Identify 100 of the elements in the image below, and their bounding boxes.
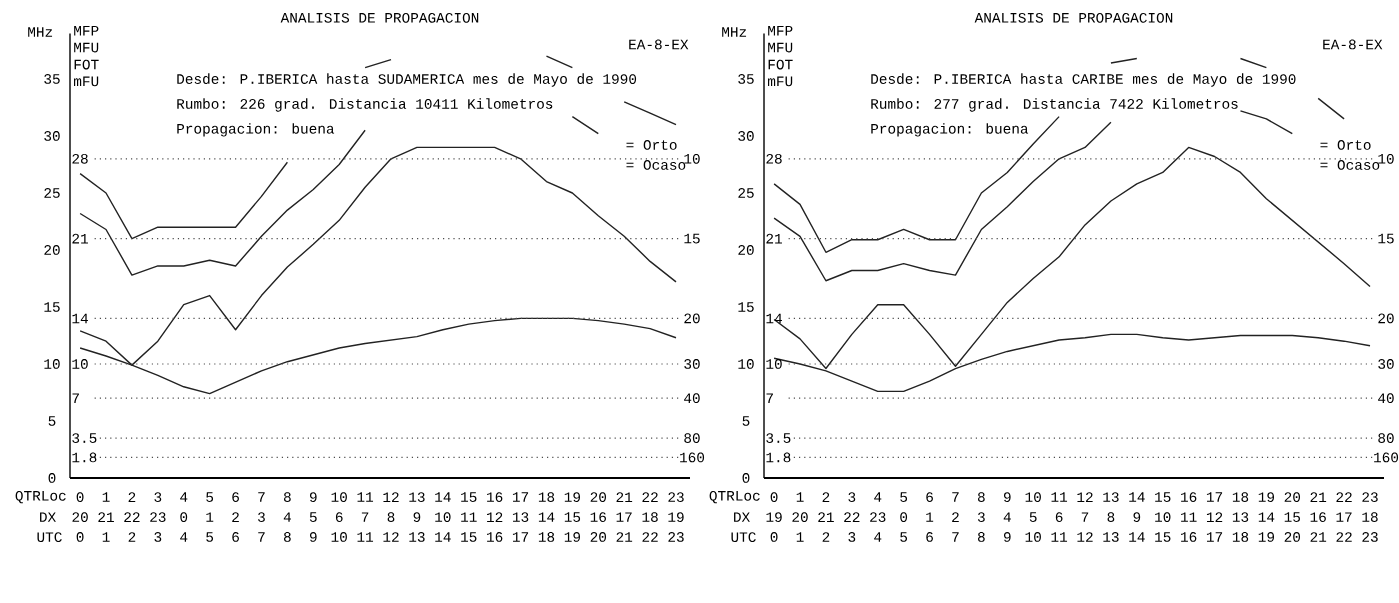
chart-title: ANALISIS DE PROPAGACION <box>280 12 479 23</box>
text: 5 <box>1029 512 1037 522</box>
text: 7 <box>952 532 959 542</box>
text: 10 <box>684 153 700 164</box>
ref-line-label: 14 <box>766 313 782 324</box>
text: 21 <box>818 512 834 522</box>
text: 21 <box>1310 532 1327 542</box>
text: 19 <box>766 512 782 522</box>
x-tick-label: 15 <box>461 492 477 502</box>
text: 1 <box>102 532 110 542</box>
annotation: Propagacion: buena <box>177 123 335 137</box>
x-tick-label: 3 <box>154 492 162 502</box>
y-tick-label: 5 <box>742 416 750 426</box>
text: 16 <box>487 532 503 542</box>
text: 15 <box>1155 532 1171 542</box>
x-tick-label: 10 <box>1025 492 1041 502</box>
annotation: Propagacion: buena <box>871 123 1029 137</box>
text: 20 <box>684 313 700 324</box>
text: 21 <box>98 512 114 522</box>
x-tick-label: 13 <box>1103 492 1119 502</box>
text: 22 <box>1336 532 1352 542</box>
text: 30 <box>1378 359 1394 369</box>
text: 11 <box>461 512 477 522</box>
text: 15 <box>1284 512 1300 522</box>
text: 22 <box>844 512 860 522</box>
text: QTRLoc <box>15 490 66 504</box>
text: 19 <box>668 512 684 522</box>
text: 20 <box>1378 313 1394 324</box>
text: 20 <box>792 512 808 522</box>
text: 23 <box>1362 532 1378 542</box>
ref-line-label: 28 <box>766 153 782 164</box>
text: 0 <box>76 532 84 542</box>
x-tick-label: 20 <box>590 492 607 502</box>
text: 19 <box>564 532 581 542</box>
x-tick-label: 2 <box>822 492 830 502</box>
ref-line-label: 3.5 <box>72 433 97 443</box>
text: 1 <box>206 512 214 522</box>
text: 8 <box>387 512 395 522</box>
x-tick-label: 7 <box>258 492 265 502</box>
text: 20 <box>72 512 88 522</box>
y-tick-label: 0 <box>48 473 56 483</box>
x-tick-label: 23 <box>1362 492 1378 502</box>
x-tick-label: 22 <box>642 492 658 502</box>
annotation: mFU <box>767 76 793 87</box>
text: 3 <box>977 512 985 522</box>
text: 7 <box>1081 512 1089 522</box>
x-tick-label: 1 <box>796 492 804 502</box>
text: 15 <box>1378 233 1394 244</box>
text: 14 <box>435 532 451 542</box>
text: 11 <box>1181 512 1197 522</box>
y-tick-label: 25 <box>738 188 754 198</box>
x-tick-label: 16 <box>1181 492 1197 502</box>
y-tick-label: 15 <box>738 302 754 312</box>
x-axis-title: UTC <box>37 532 62 542</box>
annotation: EA-8-EX <box>629 39 689 50</box>
text: 12 <box>487 512 503 522</box>
y-tick-label: 30 <box>738 131 754 141</box>
text: 8 <box>978 532 985 542</box>
text: 23 <box>668 532 684 542</box>
text: 40 <box>1378 393 1394 404</box>
ref-line-label: 1.8 <box>766 452 791 463</box>
text: 6 <box>1055 512 1063 522</box>
text: 6 <box>335 512 343 522</box>
text: 17 <box>616 512 632 522</box>
text: 8 <box>284 532 291 542</box>
text: 10 <box>1155 512 1171 522</box>
text: 14 <box>1129 532 1145 542</box>
x-tick-label: 16 <box>487 492 503 502</box>
x-tick-label: 21 <box>1310 492 1327 502</box>
annotation: mFU <box>73 76 99 87</box>
y-tick-label: 10 <box>44 359 60 369</box>
text: 18 <box>538 532 555 542</box>
y-tick-label: 20 <box>44 245 60 255</box>
ref-line-label: 21 <box>72 233 88 244</box>
text: 9 <box>1003 532 1011 542</box>
text: 20 <box>1284 532 1301 542</box>
annotation: = Orto <box>1320 140 1371 150</box>
text: 16 <box>1310 512 1326 522</box>
y-tick-label: 20 <box>738 245 754 255</box>
x-tick-label: 12 <box>383 492 399 502</box>
x-tick-label: 4 <box>874 492 882 502</box>
annotation: MFU <box>74 42 99 53</box>
text: 15 <box>684 233 700 244</box>
text: 12 <box>383 532 399 542</box>
y-tick-label: 0 <box>742 473 750 483</box>
text: 12 <box>1206 512 1223 522</box>
text: 13 <box>512 512 529 522</box>
x-tick-label: 5 <box>900 492 908 502</box>
chart-title: ANALISIS DE PROPAGACION <box>974 12 1173 23</box>
text: 18 <box>1362 512 1378 522</box>
ref-line-label: 28 <box>72 153 88 164</box>
text: 15 <box>461 532 477 542</box>
text: 40 <box>684 393 700 404</box>
text: 18 <box>1232 532 1249 542</box>
text: 16 <box>1181 532 1197 542</box>
ref-line-label: 10 <box>766 359 782 369</box>
text: 5 <box>900 532 908 542</box>
text: 9 <box>1133 512 1141 522</box>
text: 23 <box>150 512 166 522</box>
x-tick-label: 17 <box>512 492 529 502</box>
